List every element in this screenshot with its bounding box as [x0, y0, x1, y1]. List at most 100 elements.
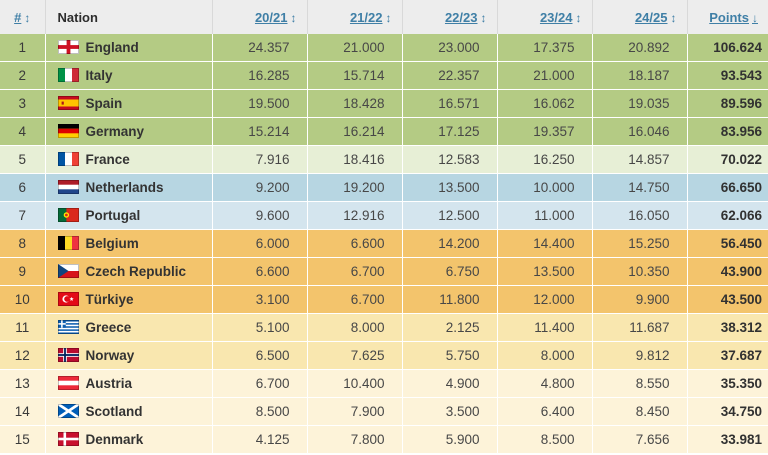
season-value: 19.200 — [306, 173, 402, 202]
nation-header: Nation — [44, 0, 212, 34]
season-value: 6.000 — [211, 229, 307, 258]
sort-both-icon[interactable]: ↕ — [575, 10, 582, 25]
season-value: 16.046 — [591, 117, 687, 146]
season-header-2122: 21/22 ↕ — [306, 0, 402, 34]
season-value: 8.500 — [211, 397, 307, 426]
nation-cell: Italy — [44, 61, 212, 90]
season-value: 11.687 — [591, 313, 687, 342]
season-header-2324: 23/24 ↕ — [496, 0, 592, 34]
nation-name: Italy — [85, 68, 113, 83]
season-value: 15.250 — [591, 229, 687, 258]
nation-cell: Netherlands — [44, 173, 212, 202]
points-cell: 38.312 — [686, 313, 768, 342]
season-value: 8.000 — [306, 313, 402, 342]
season-2425-link[interactable]: 24/25 — [634, 9, 668, 25]
season-value: 8.500 — [496, 425, 592, 453]
season-value: 24.357 — [211, 34, 307, 62]
greece-flag-icon — [57, 320, 79, 334]
belgium-flag-icon — [57, 236, 79, 250]
season-value: 16.050 — [591, 201, 687, 230]
season-value: 13.500 — [496, 257, 592, 286]
table-row: 3 Spain 19.500 18.428 16.571 16.062 19.0… — [0, 89, 768, 118]
sort-both-icon[interactable]: ↕ — [385, 10, 392, 25]
points-cell: 56.450 — [686, 229, 768, 258]
rank-sort-link[interactable]: # — [14, 9, 22, 25]
nation-cell: Czech Republic — [44, 257, 212, 286]
france-flag-icon — [57, 152, 79, 166]
table-row: 9 Czech Republic 6.600 6.700 6.750 13.50… — [0, 257, 768, 286]
rank-cell: 11 — [0, 313, 45, 342]
germany-flag-icon — [57, 124, 79, 138]
season-2223-link[interactable]: 22/23 — [444, 9, 478, 25]
sort-both-icon[interactable]: ↕ — [670, 10, 677, 25]
season-2324-link[interactable]: 23/24 — [539, 9, 573, 25]
rank-header: # ↕ — [0, 0, 45, 34]
season-value: 4.900 — [401, 369, 497, 398]
nation-name: Norway — [85, 348, 135, 363]
table-row: 4 Germany 15.214 16.214 17.125 19.357 16… — [0, 117, 768, 146]
season-2021-link[interactable]: 20/21 — [254, 9, 288, 25]
season-value: 12.000 — [496, 285, 592, 314]
season-value: 12.916 — [306, 201, 402, 230]
rank-cell: 4 — [0, 117, 45, 146]
rank-cell: 3 — [0, 89, 45, 118]
sort-both-icon[interactable]: ↕ — [290, 10, 297, 25]
season-value: 16.250 — [496, 145, 592, 174]
nation-name: Spain — [85, 96, 123, 111]
season-value: 12.583 — [401, 145, 497, 174]
nation-name: Portugal — [85, 208, 141, 223]
rank-cell: 12 — [0, 341, 45, 370]
season-value: 16.062 — [496, 89, 592, 118]
points-cell: 33.981 — [686, 425, 768, 453]
season-2122-link[interactable]: 21/22 — [349, 9, 383, 25]
season-value: 16.214 — [306, 117, 402, 146]
nation-name: Germany — [85, 124, 145, 139]
season-value: 6.600 — [211, 257, 307, 286]
season-value: 9.812 — [591, 341, 687, 370]
season-value: 11.000 — [496, 201, 592, 230]
season-value: 9.600 — [211, 201, 307, 230]
season-value: 2.125 — [401, 313, 497, 342]
nation-name: Netherlands — [85, 180, 164, 195]
points-cell: 34.750 — [686, 397, 768, 426]
season-value: 6.400 — [496, 397, 592, 426]
table-row: 12 Norway 6.500 7.625 5.750 8.000 9.812 … — [0, 341, 768, 370]
nation-cell: Denmark — [44, 425, 212, 453]
season-value: 7.656 — [591, 425, 687, 453]
nation-name: France — [85, 152, 130, 167]
points-cell: 70.022 — [686, 145, 768, 174]
table-row: 7 Portugal 9.600 12.916 12.500 11.000 16… — [0, 201, 768, 230]
nation-cell: Norway — [44, 341, 212, 370]
season-value: 19.035 — [591, 89, 687, 118]
season-value: 5.100 — [211, 313, 307, 342]
nation-cell: France — [44, 145, 212, 174]
rank-cell: 6 — [0, 173, 45, 202]
nation-name: Greece — [85, 320, 132, 335]
turkiye-flag-icon — [57, 292, 79, 306]
header-row: # ↕ Nation 20/21 ↕ 21/22 ↕ 22/23 ↕ 23/24 ↕ 24… — [0, 0, 768, 34]
season-value: 23.000 — [401, 34, 497, 62]
season-value: 10.000 — [496, 173, 592, 202]
spain-flag-icon — [57, 96, 79, 110]
season-header-2425: 24/25 ↕ — [591, 0, 687, 34]
sort-both-icon[interactable]: ↕ — [24, 10, 31, 25]
season-value: 17.125 — [401, 117, 497, 146]
points-sort-link[interactable]: Points — [709, 9, 749, 25]
norway-flag-icon — [57, 348, 79, 362]
season-header-2223: 22/23 ↕ — [401, 0, 497, 34]
nation-cell: Austria — [44, 369, 212, 398]
points-cell: 93.543 — [686, 61, 768, 90]
table-row: 13 Austria 6.700 10.400 4.900 4.800 8.55… — [0, 369, 768, 398]
season-value: 6.750 — [401, 257, 497, 286]
rank-cell: 9 — [0, 257, 45, 286]
nation-name: Belgium — [85, 236, 139, 251]
table-row: 1 England 24.357 21.000 23.000 17.375 20… — [0, 34, 768, 62]
sort-both-icon[interactable]: ↕ — [480, 10, 487, 25]
season-value: 4.125 — [211, 425, 307, 453]
table-row: 14 Scotland 8.500 7.900 3.500 6.400 8.45… — [0, 397, 768, 426]
nation-cell: Scotland — [44, 397, 212, 426]
portugal-flag-icon — [57, 208, 79, 222]
table-row: 6 Netherlands 9.200 19.200 13.500 10.000… — [0, 173, 768, 202]
sort-desc-icon[interactable]: ↓ — [752, 10, 758, 25]
